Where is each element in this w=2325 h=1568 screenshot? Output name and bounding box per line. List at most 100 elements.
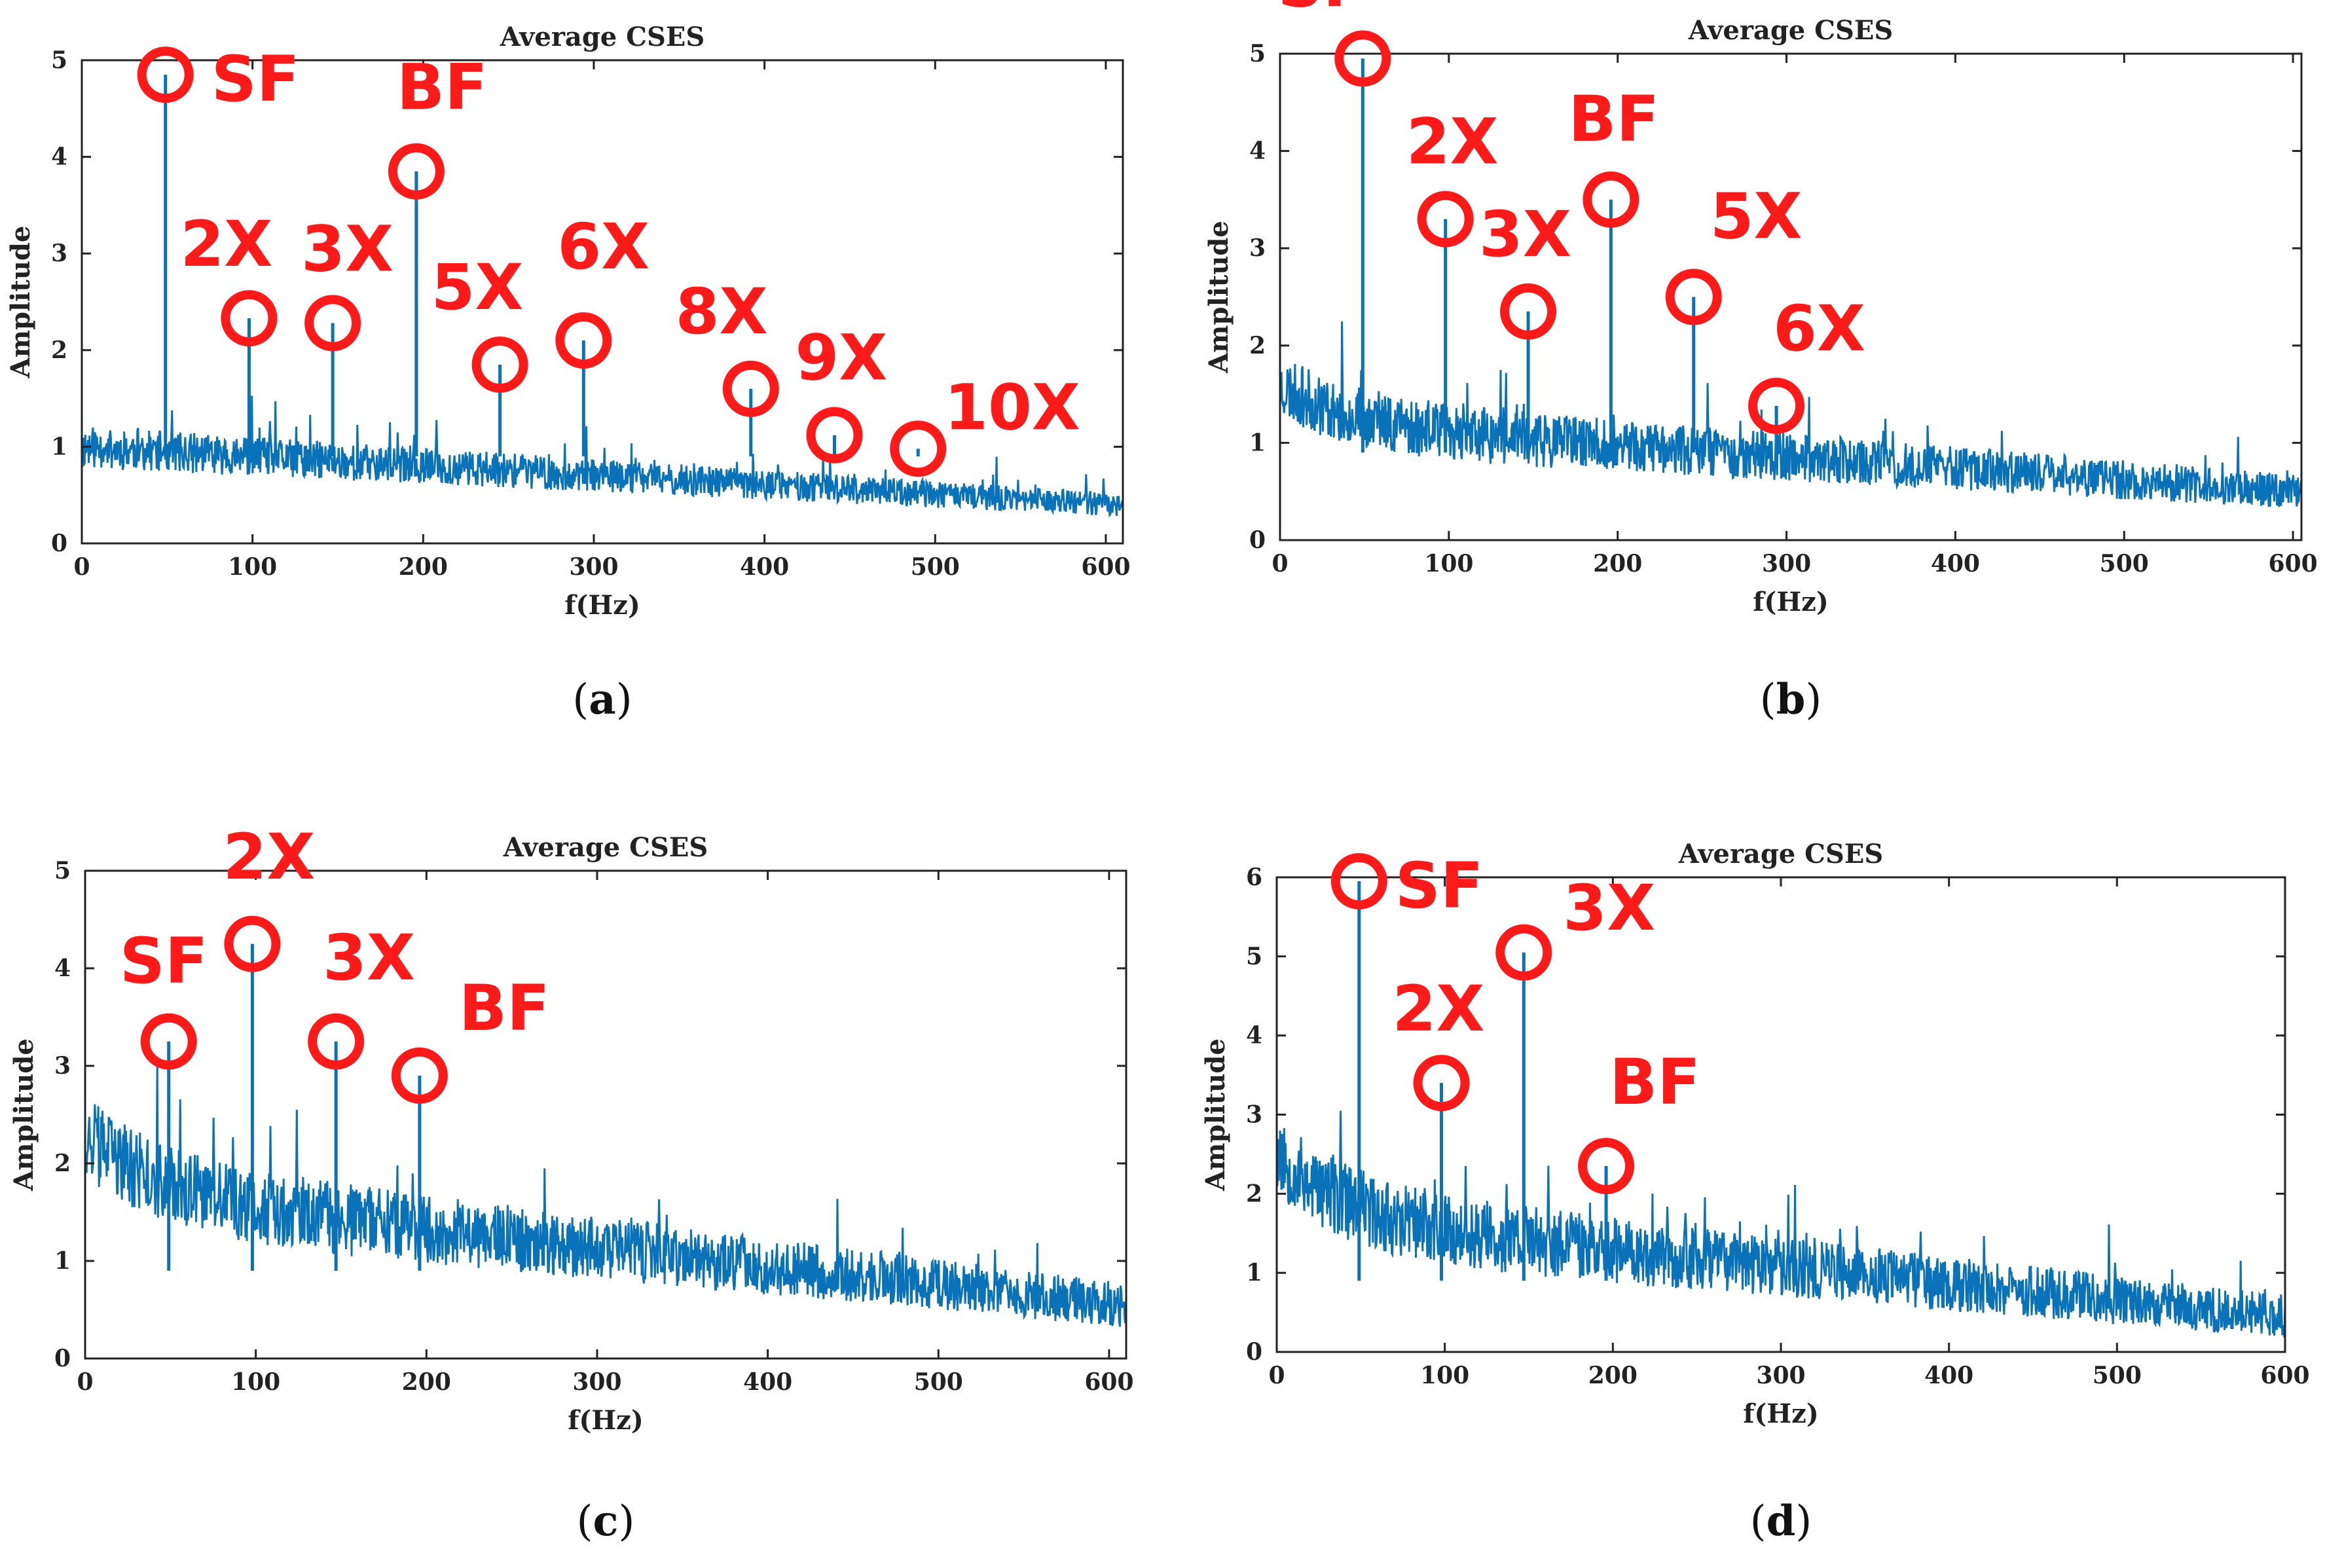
x-tick-label: 500 xyxy=(911,553,960,581)
peak-marker-5x xyxy=(1665,268,1722,325)
y-tick-label: 4 xyxy=(54,955,71,982)
peak-marker-bf xyxy=(388,143,445,200)
x-axis-label: f(Hz) xyxy=(564,590,640,621)
peak-marker-6x xyxy=(555,312,612,369)
x-tick-label: 100 xyxy=(1424,550,1473,577)
peak-marker-6x xyxy=(1748,377,1805,434)
plot-frame xyxy=(81,59,1124,545)
x-tick-label: 300 xyxy=(569,553,618,581)
x-tick-label: 600 xyxy=(2269,550,2318,577)
x-tick-label: 400 xyxy=(743,1368,792,1396)
x-axis-label: f(Hz) xyxy=(1743,1398,1819,1429)
spectrum-line xyxy=(1279,321,2303,507)
peak-marker-3x xyxy=(1495,924,1552,981)
y-axis-label: Amplitude xyxy=(5,226,36,379)
y-tick-label: 1 xyxy=(1249,429,1266,456)
peak-marker-8x xyxy=(722,360,779,417)
chart-panel-c: 0 100 200 300 400 500 600 0 1 2 3 4 5 Average CSES f(H… xyxy=(9,820,1134,1546)
y-tick-label: 1 xyxy=(1246,1259,1262,1286)
peak-marker-sf xyxy=(1334,30,1391,87)
x-tick-label: 200 xyxy=(1593,550,1642,577)
peak-marker-sf xyxy=(137,46,194,103)
y-axis-label: Amplitude xyxy=(9,1038,39,1192)
plot-frame xyxy=(1279,52,2303,541)
x-tick-label: 500 xyxy=(2100,550,2149,577)
x-tick-label: 0 xyxy=(73,553,90,581)
peak-marker-3x xyxy=(308,1013,365,1070)
x-tick-label: 600 xyxy=(1084,1368,1133,1396)
x-tick-label: 0 xyxy=(1272,550,1288,577)
x-tick-label: 600 xyxy=(1081,553,1130,581)
x-tick-label: 100 xyxy=(228,553,277,581)
x-tick-label: 400 xyxy=(1924,1362,1973,1389)
x-tick-label: 0 xyxy=(77,1368,93,1396)
peak-label-2x: 2X xyxy=(180,208,272,281)
peak-label-10x: 10X xyxy=(944,371,1080,444)
y-tick-label: 0 xyxy=(54,1345,71,1372)
peak-marker-2x xyxy=(221,290,278,347)
x-tick-label: 300 xyxy=(572,1368,621,1396)
peak-label-2x: 2X xyxy=(1406,105,1499,179)
y-tick-label: 0 xyxy=(51,530,67,557)
peak-label-sf: SF xyxy=(1277,0,1366,21)
y-axis-label: Amplitude xyxy=(1200,1038,1231,1192)
panel-caption: (a) xyxy=(572,675,632,724)
x-tick-label: 200 xyxy=(402,1368,451,1396)
peak-label-sf: SF xyxy=(211,43,300,116)
panel-caption: (d) xyxy=(1750,1497,1812,1546)
peak-marker-10x xyxy=(890,420,947,477)
peak-label-5x: 5X xyxy=(1710,180,1803,253)
peak-label-8x: 8X xyxy=(676,275,768,348)
peak-label-bf: BF xyxy=(459,972,550,1045)
peak-label-bf: BF xyxy=(397,51,488,124)
spectrum-line xyxy=(1275,1110,2286,1338)
chart-title: Average CSES xyxy=(1688,15,1894,46)
y-tick-label: 4 xyxy=(51,143,67,171)
x-tick-label: 0 xyxy=(1268,1362,1285,1389)
y-tick-label: 5 xyxy=(54,857,71,884)
peak-label-9x: 9X xyxy=(795,321,887,395)
peak-marker-3x xyxy=(304,295,361,352)
peak-label-3x: 3X xyxy=(301,212,394,285)
x-axis-label: f(Hz) xyxy=(1753,587,1829,617)
chart-title: Average CSES xyxy=(503,832,708,863)
x-tick-label: 400 xyxy=(740,553,789,581)
chart-title: Average CSES xyxy=(1678,839,1884,869)
peak-label-6x: 6X xyxy=(1773,292,1865,365)
peak-marker-sf xyxy=(1330,853,1387,910)
y-tick-label: 5 xyxy=(51,46,67,74)
peak-marker-2x xyxy=(224,915,281,972)
y-tick-label: 6 xyxy=(1246,864,1262,891)
y-tick-label: 1 xyxy=(51,433,67,460)
y-tick-label: 3 xyxy=(51,240,67,267)
peak-label-2x: 2X xyxy=(223,820,315,894)
peak-label-bf: BF xyxy=(1568,82,1659,156)
peak-label-sf: SF xyxy=(120,924,208,998)
peak-label-2x: 2X xyxy=(1393,972,1485,1046)
peak-marker-bf xyxy=(1583,171,1639,228)
y-tick-label: 4 xyxy=(1246,1022,1262,1049)
y-tick-label: 0 xyxy=(1249,526,1266,554)
panel-caption: (b) xyxy=(1760,675,1822,724)
x-tick-label: 200 xyxy=(1588,1362,1638,1389)
spectrum-line xyxy=(81,395,1124,518)
y-tick-label: 1 xyxy=(54,1247,71,1275)
peak-marker-bf xyxy=(391,1047,448,1104)
peak-marker-5x xyxy=(471,336,528,393)
peak-marker-2x xyxy=(1417,191,1474,247)
chart-panel-d: 0 100 200 300 400 500 600 0 1 2 3 4 5 6 Average CSES f(… xyxy=(1200,839,2310,1546)
y-tick-label: 2 xyxy=(51,337,67,364)
peak-marker-9x xyxy=(806,407,863,464)
x-tick-label: 400 xyxy=(1931,550,1980,577)
x-tick-label: 100 xyxy=(1420,1362,1469,1389)
y-tick-label: 3 xyxy=(54,1052,71,1080)
y-tick-label: 5 xyxy=(1249,40,1266,67)
chart-title: Average CSES xyxy=(500,22,705,52)
plot-frame xyxy=(84,869,1127,1360)
y-tick-label: 0 xyxy=(1246,1338,1262,1366)
chart-panel-a: 0 100 200 300 400 500 600 0 1 2 3 4 5 Average CSES f(H… xyxy=(5,22,1131,724)
y-axis-label: Amplitude xyxy=(1203,221,1234,374)
x-tick-label: 100 xyxy=(231,1368,280,1396)
peak-label-bf: BF xyxy=(1609,1046,1700,1119)
